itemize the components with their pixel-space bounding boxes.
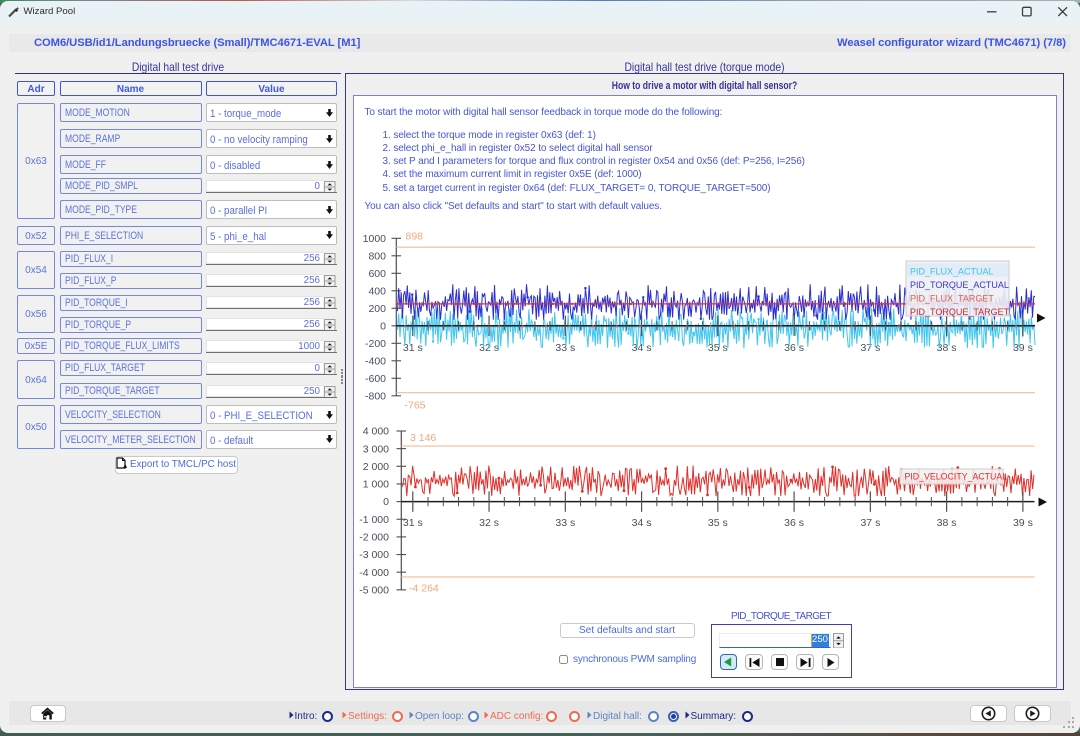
svg-text:1000: 1000 [363, 233, 387, 245]
svg-text:39 s: 39 s [1013, 342, 1033, 354]
svg-text:34 s: 34 s [632, 517, 652, 529]
svg-text:3 146: 3 146 [410, 432, 436, 444]
svg-text:35 s: 35 s [708, 517, 728, 529]
svg-text:PID_FLUX_ACTUAL: PID_FLUX_ACTUAL [910, 267, 994, 277]
svg-text:35 s: 35 s [708, 342, 728, 354]
svg-text:-1 000: -1 000 [359, 514, 389, 526]
svg-text:-200: -200 [365, 338, 386, 350]
svg-text:200: 200 [368, 303, 386, 315]
svg-text:-400: -400 [365, 355, 386, 367]
svg-text:33 s: 33 s [555, 342, 575, 354]
svg-text:31 s: 31 s [403, 342, 423, 354]
svg-text:-800: -800 [365, 390, 386, 402]
svg-text:1 000: 1 000 [363, 479, 389, 491]
svg-text:-4 264: -4 264 [409, 583, 439, 595]
svg-text:-3 000: -3 000 [359, 549, 389, 561]
svg-text:34 s: 34 s [632, 342, 652, 354]
svg-text:33 s: 33 s [555, 517, 575, 529]
svg-text:-600: -600 [365, 373, 386, 385]
svg-text:898: 898 [406, 231, 424, 243]
svg-text:400: 400 [368, 285, 386, 297]
svg-text:4 000: 4 000 [363, 426, 389, 438]
svg-text:32 s: 32 s [479, 517, 499, 529]
svg-text:37 s: 37 s [860, 517, 880, 529]
svg-text:PID_TORQUE_TARGET: PID_TORQUE_TARGET [910, 307, 1010, 317]
svg-text:3 000: 3 000 [363, 443, 389, 455]
svg-text:-5 000: -5 000 [359, 585, 389, 597]
svg-text:38 s: 38 s [937, 517, 957, 529]
svg-text:PID_TORQUE_ACTUAL: PID_TORQUE_ACTUAL [910, 280, 1009, 290]
svg-text:-2 000: -2 000 [359, 532, 389, 544]
svg-text:-765: -765 [405, 400, 426, 412]
svg-text:PID_FLUX_TARGET: PID_FLUX_TARGET [910, 294, 994, 304]
svg-text:600: 600 [368, 268, 386, 280]
svg-text:0: 0 [383, 496, 389, 508]
svg-text:31 s: 31 s [403, 517, 423, 529]
svg-text:39 s: 39 s [1013, 517, 1033, 529]
svg-text:2 000: 2 000 [363, 461, 389, 473]
svg-text:PID_VELOCITY_ACTUAL: PID_VELOCITY_ACTUAL [905, 472, 1008, 482]
svg-text:800: 800 [368, 250, 386, 262]
svg-text:-4 000: -4 000 [359, 567, 389, 579]
svg-text:0: 0 [380, 320, 386, 332]
svg-text:38 s: 38 s [937, 342, 957, 354]
svg-text:36 s: 36 s [784, 517, 804, 529]
svg-text:36 s: 36 s [784, 342, 804, 354]
